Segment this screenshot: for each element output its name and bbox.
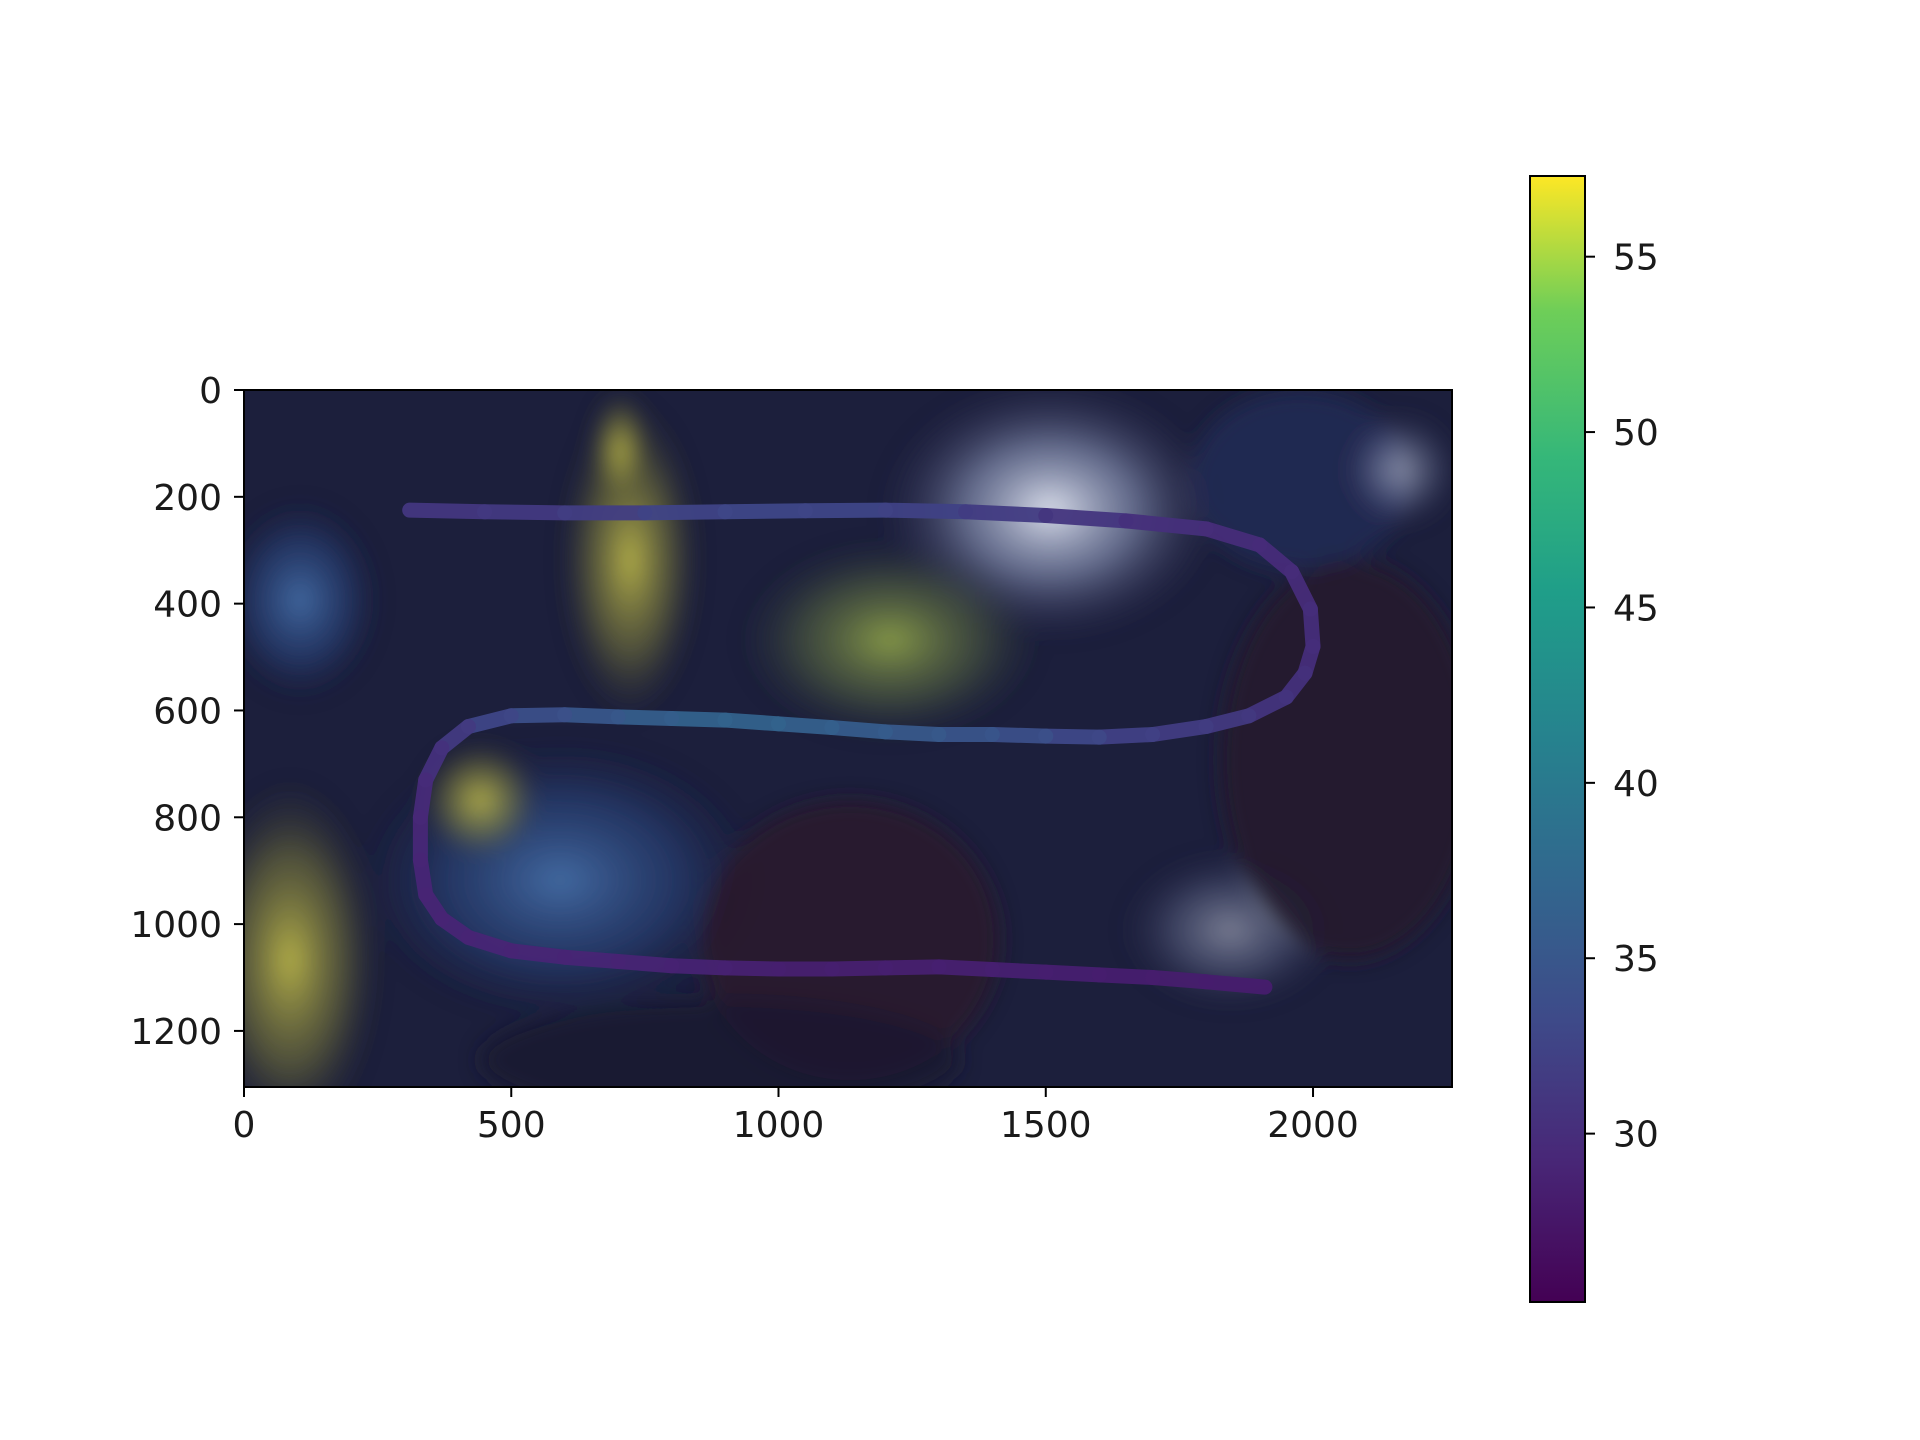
path-segment: [477, 504, 573, 521]
path-segment: [824, 960, 893, 977]
path-segment: [503, 943, 573, 965]
path-segment: [1091, 726, 1161, 745]
y-tick-label: 1000: [130, 905, 222, 946]
path-segment: [717, 503, 813, 520]
path-segment: [1145, 718, 1214, 742]
path-segment: [717, 960, 787, 977]
colorbar-tick-label: 30: [1613, 1115, 1659, 1156]
path-segment: [984, 961, 1054, 980]
path-segment: [1091, 967, 1161, 986]
y-tick-label: 600: [153, 691, 222, 732]
colorbar-tick-label: 35: [1613, 939, 1659, 980]
path-segment: [717, 712, 787, 732]
path-segment: [1038, 728, 1107, 745]
path-segment: [402, 502, 493, 520]
x-tick-label: 1000: [733, 1105, 825, 1146]
colorbar-tick-label: 55: [1613, 238, 1659, 279]
y-tick-label: 1200: [130, 1012, 222, 1053]
path-segment: [664, 710, 733, 728]
path-segment: [664, 958, 733, 976]
path-segment: [771, 716, 840, 736]
background-image: [244, 390, 1452, 1087]
path-segment: [1118, 513, 1214, 537]
y-tick-label: 400: [153, 585, 222, 626]
y-tick-label: 800: [153, 798, 222, 839]
path-segment: [1145, 970, 1214, 990]
path-segment: [824, 720, 893, 740]
path-segment: [1038, 964, 1107, 983]
path-segment: [557, 949, 626, 969]
colorbar-tick-label: 45: [1613, 588, 1659, 629]
path-segment: [958, 504, 1054, 524]
colorbar-tick-label: 50: [1613, 413, 1659, 454]
y-axis: 0 200 400 600 800 1000 1200: [130, 371, 244, 1053]
axes-frame: [243, 389, 1453, 1088]
colored-path: [402, 502, 1321, 995]
path-segment: [610, 953, 680, 974]
x-tick-label: 0: [233, 1105, 256, 1146]
path-segment: [877, 724, 947, 742]
path-segment: [637, 504, 733, 521]
y-tick-label: 0: [199, 371, 222, 412]
path-segment: [877, 502, 974, 520]
colorbar-tick-label: 40: [1613, 764, 1659, 805]
path-segment: [984, 726, 1054, 744]
x-tick-label: 1500: [1000, 1105, 1092, 1146]
path-segment: [610, 709, 680, 726]
path-segment: [557, 707, 626, 725]
path-segment: [797, 502, 893, 519]
x-axis: 0 500 1000 1500 2000: [233, 1087, 1359, 1146]
path-segment: [1198, 521, 1268, 553]
x-tick-label: 500: [477, 1105, 546, 1146]
path-segment: [503, 707, 573, 724]
path-segment: [877, 959, 947, 976]
colorbar-axis: 30 35 40 45 50 55: [1585, 238, 1659, 1156]
path-segment: [1038, 508, 1134, 529]
colorbar: [1529, 175, 1586, 1303]
y-tick-label: 200: [153, 478, 222, 519]
path-segment: [1198, 974, 1273, 995]
x-tick-label: 2000: [1267, 1105, 1359, 1146]
path-segment: [931, 959, 1000, 977]
